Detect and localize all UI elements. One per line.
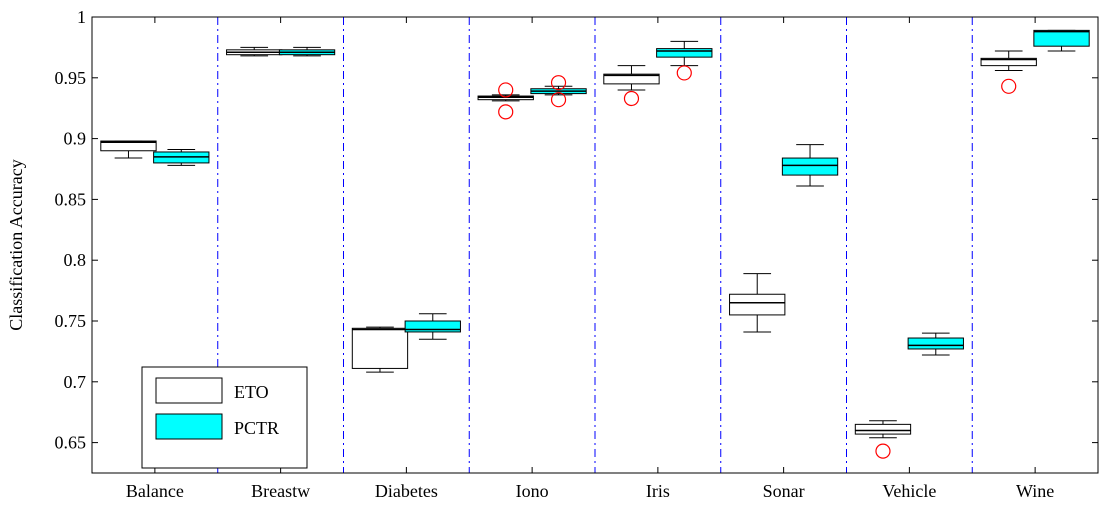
box-pctr bbox=[404, 313, 461, 340]
x-tick-label: Diabetes bbox=[375, 481, 438, 501]
y-tick-label: 0.65 bbox=[55, 433, 87, 453]
box-iqr bbox=[729, 293, 786, 316]
y-axis-label: Classification Accuracy bbox=[6, 159, 26, 330]
box-eto bbox=[226, 46, 283, 57]
box-iqr bbox=[100, 140, 157, 152]
plot-frame bbox=[91, 16, 1099, 474]
box-pctr bbox=[656, 40, 713, 81]
box-iqr bbox=[351, 327, 409, 369]
x-tick-label: Balance bbox=[126, 481, 184, 501]
x-tick-label: Iono bbox=[516, 481, 549, 501]
box-pctr bbox=[153, 149, 210, 166]
box-pctr bbox=[278, 46, 336, 57]
legend-label-pctr: PCTR bbox=[234, 418, 279, 438]
outlier-point bbox=[875, 443, 891, 459]
box-eto bbox=[351, 326, 409, 373]
box-iqr bbox=[781, 157, 839, 176]
box-pctr bbox=[530, 75, 587, 108]
y-tick-label: 1 bbox=[77, 7, 86, 27]
box-eto bbox=[603, 65, 660, 107]
legend: ETO PCTR bbox=[141, 366, 308, 469]
box-iqr bbox=[603, 73, 660, 85]
box-eto bbox=[854, 420, 912, 459]
box-pctr bbox=[781, 144, 839, 187]
x-tick-label: Vehicle bbox=[882, 481, 936, 501]
boxes-layer bbox=[100, 29, 1090, 459]
y-tick-label: 0.9 bbox=[64, 129, 87, 149]
box-iqr bbox=[854, 423, 912, 435]
outlier-point bbox=[498, 104, 514, 120]
x-tick-label: Sonar bbox=[763, 481, 805, 501]
legend-swatch-pctr bbox=[155, 413, 223, 440]
box-iqr bbox=[1033, 29, 1090, 47]
outlier-point bbox=[676, 65, 692, 81]
y-tick-label: 0.7 bbox=[64, 372, 87, 392]
box-eto bbox=[729, 273, 786, 333]
box-eto bbox=[980, 50, 1037, 94]
separators-layer bbox=[217, 17, 973, 473]
outlier-point bbox=[1001, 78, 1017, 94]
box-eto bbox=[477, 82, 534, 120]
outlier-point bbox=[550, 75, 567, 91]
y-tick-label: 0.8 bbox=[64, 250, 87, 270]
box-iqr bbox=[907, 337, 964, 350]
legend-label-eto: ETO bbox=[234, 382, 269, 402]
box-iqr bbox=[404, 320, 461, 333]
box-pctr bbox=[1033, 29, 1090, 52]
box-pctr bbox=[907, 332, 964, 356]
y-tick-label: 0.85 bbox=[55, 189, 87, 209]
outlier-point bbox=[550, 92, 567, 108]
y-tick-label: 0.95 bbox=[55, 68, 87, 88]
axes-layer: 0.65 0.7 0.75 0.8 0.85 0.9 0.95 1 Balance Breastw… bbox=[55, 7, 1098, 501]
box-iqr bbox=[656, 48, 713, 58]
x-tick-label: Iris bbox=[646, 481, 670, 501]
box-iqr bbox=[980, 57, 1037, 67]
box-eto bbox=[100, 140, 157, 159]
x-tick-label: Wine bbox=[1016, 481, 1054, 501]
y-tick-label: 0.75 bbox=[55, 311, 87, 331]
legend-swatch-eto bbox=[155, 377, 223, 404]
outlier-point bbox=[623, 90, 640, 107]
outlier-point bbox=[498, 82, 514, 98]
x-tick-label: Breastw bbox=[251, 481, 310, 501]
